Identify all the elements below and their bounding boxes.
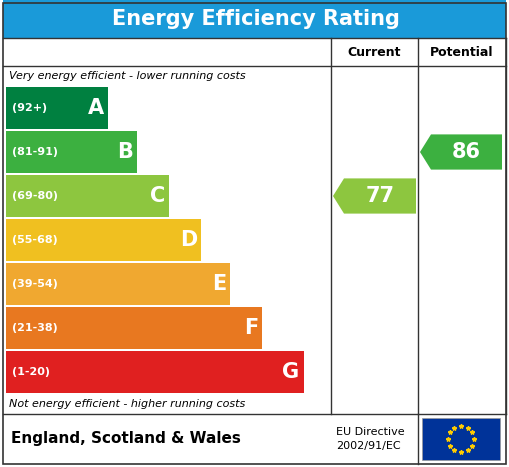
Text: F: F [244, 318, 258, 338]
Bar [6, 307, 262, 349]
Bar [6, 175, 169, 217]
Text: (92+): (92+) [12, 103, 47, 113]
Text: B: B [118, 142, 133, 162]
Text: Current: Current [348, 45, 401, 58]
Text: England, Scotland & Wales: England, Scotland & Wales [11, 432, 241, 446]
Bar [6, 263, 230, 305]
Text: A: A [88, 98, 104, 118]
Text: Not energy efficient - higher running costs: Not energy efficient - higher running co… [9, 399, 245, 409]
Text: (69-80): (69-80) [12, 191, 58, 201]
Text: C: C [150, 186, 165, 206]
Text: D: D [180, 230, 197, 250]
Text: 77: 77 [365, 186, 394, 206]
Text: E: E [212, 274, 226, 294]
Polygon shape [333, 178, 416, 213]
Bar [3, 0, 506, 38]
Text: EU Directive: EU Directive [336, 427, 405, 437]
Text: Very energy efficient - lower running costs: Very energy efficient - lower running co… [9, 71, 246, 81]
Text: (21-38): (21-38) [12, 323, 58, 333]
Bar [6, 87, 108, 129]
Bar [6, 131, 137, 173]
Text: (81-91): (81-91) [12, 147, 58, 157]
Text: (1-20): (1-20) [12, 367, 50, 377]
Text: 2002/91/EC: 2002/91/EC [336, 441, 401, 451]
Bar [422, 418, 500, 460]
Text: Energy Efficiency Rating: Energy Efficiency Rating [112, 9, 400, 29]
Text: Potential: Potential [430, 45, 494, 58]
Text: G: G [282, 362, 300, 382]
Text: (39-54): (39-54) [12, 279, 58, 289]
Bar [6, 219, 201, 261]
Polygon shape [420, 134, 502, 170]
Bar [6, 351, 303, 393]
Text: 86: 86 [452, 142, 481, 162]
Text: (55-68): (55-68) [12, 235, 58, 245]
